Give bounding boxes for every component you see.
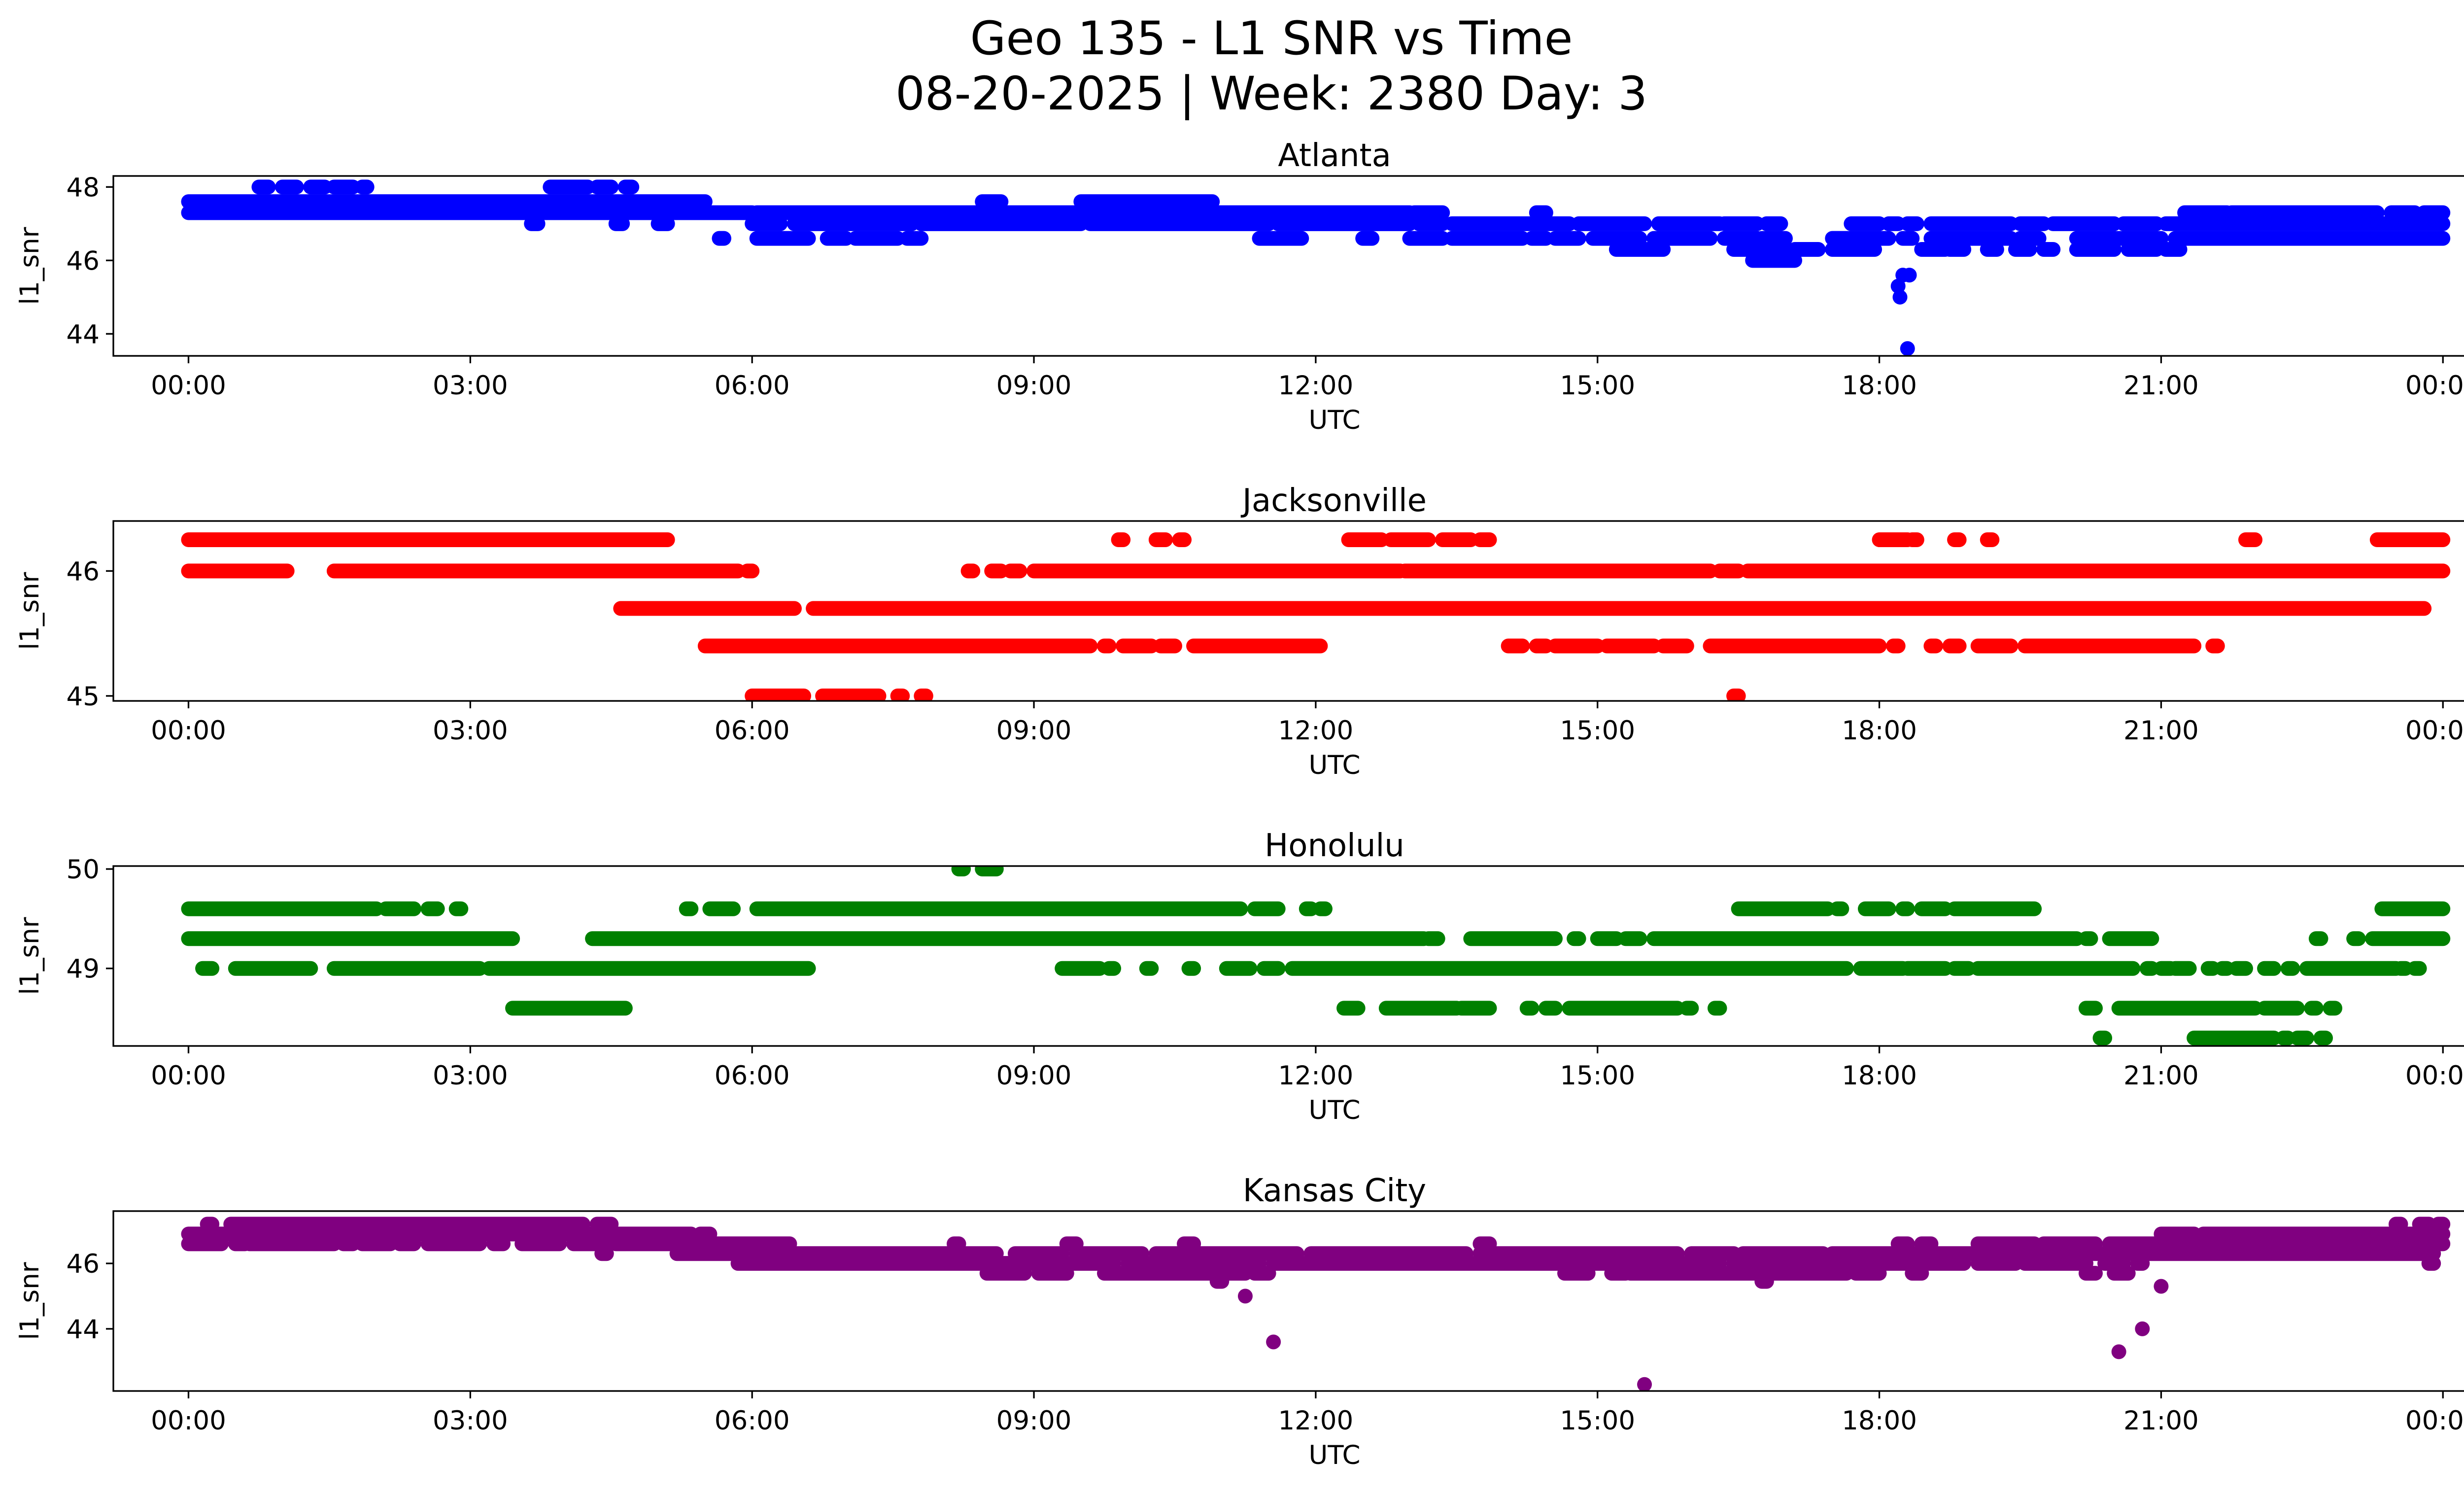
axes-frame bbox=[112, 865, 2464, 1047]
data-point bbox=[1892, 289, 1908, 305]
y-tick-label: 46 bbox=[67, 1249, 100, 1279]
x-tick-label: 00:00 bbox=[2405, 1061, 2464, 1091]
data-point bbox=[1900, 341, 1915, 356]
x-axis-label: UTC bbox=[1308, 405, 1360, 435]
data-point bbox=[1890, 278, 1906, 294]
data-series bbox=[181, 179, 2451, 356]
x-axis-label: UTC bbox=[1308, 1095, 1360, 1125]
panel-title: Kansas City bbox=[1243, 1173, 1426, 1209]
data-point bbox=[2111, 1344, 2126, 1359]
data-point bbox=[1637, 1377, 1652, 1391]
x-tick-label: 03:00 bbox=[433, 371, 508, 401]
y-tick-label: 48 bbox=[67, 173, 100, 203]
x-tick-label: 06:00 bbox=[715, 1406, 790, 1436]
x-tick-label: 06:00 bbox=[715, 716, 790, 746]
x-tick-label: 12:00 bbox=[1278, 371, 1354, 401]
panel-honolulu: Honolulu 00:00 03:00 06:00 09:00 12:00 15:00 18… bbox=[15, 828, 2464, 1125]
axes-frame bbox=[112, 175, 2464, 357]
x-tick-label: 09:00 bbox=[996, 1061, 1072, 1091]
x-tick-label: 18:00 bbox=[1842, 716, 1917, 746]
data-series bbox=[181, 866, 2451, 1045]
x-tick-label: 09:00 bbox=[996, 371, 1072, 401]
y-axis-label: l1_snr bbox=[15, 572, 45, 650]
x-tick-label: 21:00 bbox=[2123, 1406, 2199, 1436]
x-tick-label: 00:00 bbox=[151, 1061, 226, 1091]
x-tick-label: 18:00 bbox=[1842, 1406, 1917, 1436]
data-point bbox=[1237, 1288, 1253, 1304]
y-axis-label: l1_snr bbox=[15, 917, 45, 995]
figure-subtitle: 08-20-2025 | Week: 2380 Day: 3 bbox=[895, 67, 1647, 121]
panels: Atlanta 00:00 03:00 06:00 09:00 12:00 15:00 18:… bbox=[15, 138, 2464, 1470]
x-tick-label: 12:00 bbox=[1278, 1061, 1354, 1091]
x-tick-label: 15:00 bbox=[1560, 1061, 1635, 1091]
x-tick-label: 21:00 bbox=[2123, 716, 2199, 746]
panel-atlanta: Atlanta 00:00 03:00 06:00 09:00 12:00 15:00 18:… bbox=[15, 138, 2464, 435]
panel-jacksonville: Jacksonville 00:00 03:00 06:00 09:00 12:00 15:… bbox=[15, 483, 2464, 780]
x-tick-label: 00:00 bbox=[151, 1406, 226, 1436]
x-tick-label: 06:00 bbox=[715, 1061, 790, 1091]
x-tick-label: 00:00 bbox=[2405, 1406, 2464, 1436]
y-axis-label: l1_snr bbox=[15, 1262, 45, 1340]
axes-frame bbox=[112, 520, 2464, 702]
x-tick-label: 12:00 bbox=[1278, 1406, 1354, 1436]
data-series bbox=[181, 1217, 2451, 1391]
x-tick-label: 09:00 bbox=[996, 716, 1072, 746]
data-point bbox=[1266, 1334, 1281, 1350]
y-axis-label: l1_snr bbox=[15, 227, 45, 305]
x-axis-label: UTC bbox=[1308, 1440, 1360, 1470]
y-tick-label: 44 bbox=[67, 1315, 100, 1345]
x-tick-label: 03:00 bbox=[433, 716, 508, 746]
x-tick-label: 21:00 bbox=[2123, 371, 2199, 401]
figure-title: Geo 135 - L1 SNR vs Time bbox=[970, 12, 1573, 66]
y-tick-label: 44 bbox=[67, 319, 100, 349]
x-tick-label: 15:00 bbox=[1560, 371, 1635, 401]
y-tick-label: 50 bbox=[67, 855, 100, 885]
data-point bbox=[2154, 1279, 2169, 1294]
x-axis-label: UTC bbox=[1308, 750, 1360, 780]
x-tick-label: 00:00 bbox=[2405, 371, 2464, 401]
panel-title: Honolulu bbox=[1265, 828, 1404, 864]
panel-title: Atlanta bbox=[1278, 138, 1391, 174]
x-tick-label: 18:00 bbox=[1842, 371, 1917, 401]
x-tick-label: 00:00 bbox=[151, 716, 226, 746]
x-tick-label: 15:00 bbox=[1560, 1406, 1635, 1436]
x-tick-label: 21:00 bbox=[2123, 1061, 2199, 1091]
panel-kansas-city: Kansas City 00:00 03:00 06:00 09:00 12:00 15:0… bbox=[15, 1173, 2464, 1470]
x-tick-label: 03:00 bbox=[433, 1061, 508, 1091]
x-tick-label: 09:00 bbox=[996, 1406, 1072, 1436]
data-series bbox=[181, 532, 2451, 701]
data-point bbox=[1902, 268, 1917, 283]
x-tick-label: 00:00 bbox=[151, 371, 226, 401]
y-tick-label: 46 bbox=[67, 246, 100, 276]
data-point bbox=[2135, 1321, 2150, 1336]
x-tick-label: 03:00 bbox=[433, 1406, 508, 1436]
x-tick-label: 18:00 bbox=[1842, 1061, 1917, 1091]
x-tick-label: 15:00 bbox=[1560, 716, 1635, 746]
x-tick-label: 00:00 bbox=[2405, 716, 2464, 746]
axes-frame bbox=[112, 1210, 2464, 1392]
panel-title: Jacksonville bbox=[1240, 483, 1427, 519]
y-tick-label: 49 bbox=[67, 954, 100, 984]
x-tick-label: 12:00 bbox=[1278, 716, 1354, 746]
y-tick-label: 45 bbox=[67, 682, 100, 712]
x-tick-label: 06:00 bbox=[715, 371, 790, 401]
y-tick-label: 46 bbox=[67, 556, 100, 587]
